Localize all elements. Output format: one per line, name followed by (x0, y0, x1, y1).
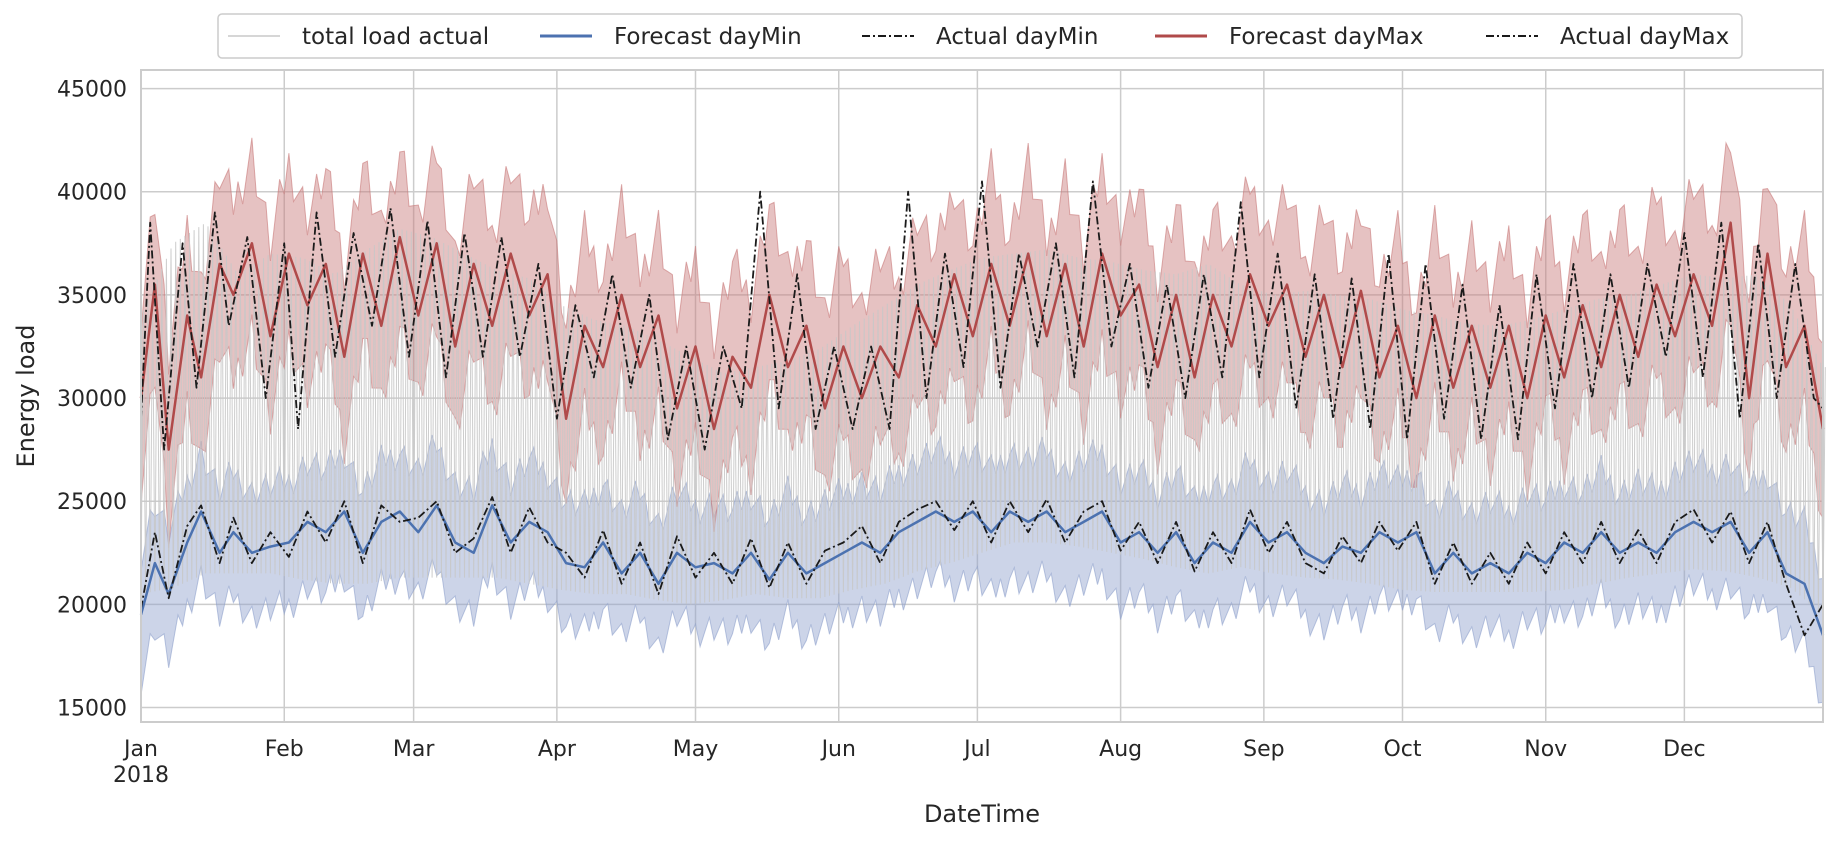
x-axis-title: DateTime (924, 800, 1040, 828)
y-axis-title: Energy load (12, 325, 40, 468)
x-tick-label: Dec (1663, 737, 1706, 762)
x-tick-label: Apr (538, 737, 577, 762)
x-tick-sublabel: 2018 (113, 763, 169, 788)
actual-daymin-line (140, 496, 1824, 637)
legend-label: Actual dayMax (1560, 24, 1729, 50)
forecast-daymin-line (139, 504, 1825, 636)
plot-frame (140, 69, 1824, 723)
y-axis-ticks: 15000 20000 25000 30000 35000 40000 45000 (57, 78, 127, 722)
legend-frame (217, 13, 1743, 59)
legend-label: total load actual (302, 24, 489, 50)
legend-label: Forecast dayMin (614, 24, 802, 50)
x-tick-label: Nov (1524, 737, 1567, 762)
y-tick-label: 15000 (57, 697, 127, 722)
forecast-daymax-line (139, 221, 1825, 451)
x-tick-label: Oct (1383, 737, 1421, 762)
x-tick-label: Feb (265, 737, 304, 762)
x-tick-label: May (673, 737, 718, 762)
x-tick-label: Jul (962, 737, 991, 762)
legend-label: Forecast dayMax (1229, 24, 1424, 50)
total-load-actual-line (140, 224, 1826, 615)
x-tick-label: Jan (122, 737, 158, 762)
legend: total load actual Forecast dayMin Actual d… (217, 13, 1743, 59)
y-tick-label: 35000 (57, 284, 127, 309)
x-tick-label: Mar (393, 737, 435, 762)
daymin-band (140, 434, 1824, 704)
x-tick-label: Sep (1243, 737, 1284, 762)
series-lines (139, 180, 1826, 637)
y-tick-label: 20000 (57, 593, 127, 618)
legend-label: Actual dayMin (936, 24, 1098, 50)
y-tick-label: 40000 (57, 181, 127, 206)
actual-daymax-line (140, 180, 1824, 451)
y-tick-label: 30000 (57, 387, 127, 412)
y-tick-label: 45000 (57, 78, 127, 103)
x-tick-label: Jun (820, 737, 856, 762)
x-tick-label: Aug (1099, 737, 1142, 762)
y-tick-label: 25000 (57, 490, 127, 515)
